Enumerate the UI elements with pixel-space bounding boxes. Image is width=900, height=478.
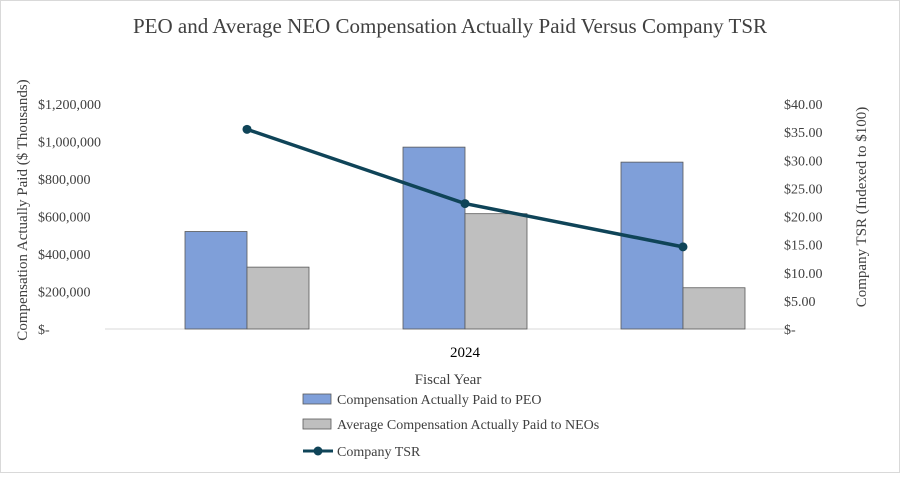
tsr-point	[242, 124, 252, 134]
bar-neo	[464, 213, 528, 330]
y2-tick-label: $-	[784, 323, 796, 338]
y-tick-label: $-	[38, 323, 50, 338]
x-tick-label: 2024	[450, 345, 481, 361]
legend: Compensation Actually Paid to PEO Average…	[302, 393, 599, 460]
bar-neo	[246, 266, 310, 330]
y2-tick-label: $40.00	[784, 98, 823, 113]
legend-swatch-marker	[313, 446, 323, 456]
y2-tick-label: $25.00	[784, 182, 823, 197]
legend-label: Compensation Actually Paid to PEO	[337, 393, 542, 408]
y-tick-label: $200,000	[38, 286, 91, 301]
y-tick-label: $1,200,000	[38, 98, 101, 113]
y2-tick-label: $10.00	[784, 267, 823, 282]
y-tick-label: $1,000,000	[38, 136, 101, 151]
x-axis-label: Fiscal Year	[415, 372, 482, 388]
plot-area: $- $200,000 $400,000 $600,000 $800,000 $1,000…	[38, 98, 823, 361]
legend-label: Company TSR	[337, 445, 421, 460]
y2-tick-label: $35.00	[784, 126, 823, 141]
y2-tick-label: $5.00	[784, 295, 816, 310]
y-axis-label: Compensation Actually Paid ($ Thousands)	[15, 79, 31, 340]
y-tick-label: $600,000	[38, 211, 91, 226]
tsr-point	[678, 242, 688, 252]
y-tick-label: $800,000	[38, 173, 91, 188]
legend-label: Average Compensation Actually Paid to NE…	[337, 418, 599, 433]
bar-neo	[682, 287, 746, 330]
y2-tick-label: $20.00	[784, 211, 823, 226]
bar-peo	[402, 146, 466, 330]
bar-peo	[184, 231, 248, 330]
y-tick-label: $400,000	[38, 248, 91, 263]
tsr-point	[460, 199, 470, 209]
legend-swatch	[302, 393, 332, 405]
y2-tick-label: $15.00	[784, 239, 823, 254]
y2-axis-label: Company TSR (Indexed to $100)	[854, 107, 870, 308]
legend-swatch	[302, 418, 332, 430]
y2-tick-label: $30.00	[784, 154, 823, 169]
chart-title: PEO and Average NEO Compensation Actuall…	[133, 14, 767, 38]
